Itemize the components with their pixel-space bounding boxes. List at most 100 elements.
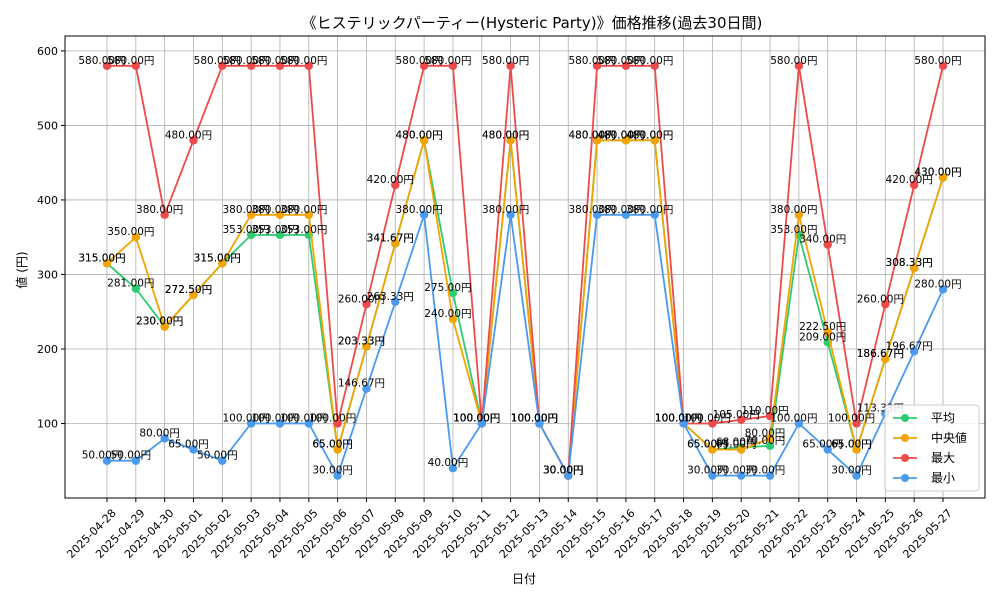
data-label: 65.00円: [831, 439, 872, 451]
data-point: [737, 471, 746, 480]
y-tick-label: 100: [37, 417, 58, 430]
data-label: 100.00円: [453, 412, 500, 424]
y-tick-label: 200: [37, 343, 58, 356]
legend-item: 中央値: [893, 430, 967, 445]
data-point: [102, 61, 112, 71]
data-label: 281.00円: [107, 278, 154, 290]
data-label: 30.00円: [543, 465, 584, 477]
legend-swatch-marker: [901, 414, 909, 422]
series-line: [106, 139, 944, 479]
data-point: [160, 322, 169, 331]
data-point: [391, 239, 400, 248]
data-point: [938, 285, 948, 294]
data-label: 272.50円: [165, 284, 212, 296]
data-label: 380.00円: [597, 204, 644, 216]
y-tick-label: 400: [37, 194, 58, 207]
series-2: [102, 61, 948, 480]
data-label: 580.00円: [107, 55, 154, 67]
data-label: 110.00円: [741, 405, 788, 417]
data-point: [823, 328, 832, 337]
data-point: [881, 300, 890, 309]
data-point: [246, 419, 256, 428]
data-label: 100.00円: [511, 412, 558, 424]
data-label: 100.00円: [453, 412, 500, 424]
data-label: 480.00円: [626, 129, 673, 141]
legend-label: 平均: [931, 411, 955, 425]
data-point: [131, 456, 141, 465]
data-label: 580.00円: [914, 55, 961, 67]
data-label: 146.67円: [338, 378, 385, 390]
data-label: 40.00円: [428, 457, 469, 469]
data-point: [881, 354, 890, 364]
data-label: 380.00円: [626, 204, 673, 216]
data-point: [160, 210, 169, 220]
data-label: 341.67円: [367, 232, 414, 244]
data-point: [304, 61, 313, 71]
plot-frame: [64, 35, 986, 499]
data-label: 209.00円: [799, 331, 846, 343]
data-label: 186.67円: [857, 348, 904, 360]
data-label: 65.00円: [312, 439, 353, 451]
data-label: 260.00円: [338, 293, 385, 305]
data-label: 240.00円: [424, 308, 471, 320]
data-label: 350.00円: [107, 226, 154, 238]
data-label: 580.00円: [251, 55, 298, 67]
data-point: [246, 230, 256, 240]
data-label: 308.33円: [886, 257, 933, 269]
data-label: 65.00円: [168, 439, 209, 451]
data-point: [737, 415, 746, 424]
data-point: [737, 445, 746, 454]
grid-lines: [65, 36, 985, 498]
data-point: [304, 210, 313, 220]
series-group: [102, 61, 948, 480]
series-line: [107, 213, 944, 479]
x-axis-label: 日付: [512, 572, 536, 586]
data-label: 100.00円: [223, 412, 270, 424]
data-label: 105.00円: [713, 409, 760, 421]
data-label: 263.33円: [367, 291, 414, 303]
data-point: [564, 471, 573, 480]
data-label: 580.00円: [194, 55, 241, 67]
legend-label: 最小: [931, 471, 955, 485]
series-1: [102, 136, 948, 480]
data-label: 50.00円: [197, 450, 238, 462]
data-label: 430.00円: [914, 167, 961, 179]
data-point: [160, 434, 169, 443]
data-label: 308.33円: [886, 257, 933, 269]
data-label: 100.00円: [511, 412, 558, 424]
data-label: 65.00円: [687, 439, 728, 451]
data-label: 580.00円: [626, 55, 673, 67]
data-label: 30.00円: [543, 465, 584, 477]
data-label: 100.00円: [770, 412, 817, 424]
y-tick-label: 300: [37, 268, 58, 281]
data-point: [506, 61, 515, 71]
legend-item: 最小: [893, 471, 955, 485]
y-tick-label: 500: [37, 119, 58, 132]
data-point: [765, 441, 775, 451]
data-label: 353.00円: [770, 224, 817, 236]
data-label: 480.00円: [568, 129, 615, 141]
data-label: 580.00円: [770, 55, 817, 67]
data-point: [621, 136, 631, 145]
data-label: 30.00円: [543, 465, 584, 477]
data-point: [679, 419, 688, 428]
data-label: 65.00円: [716, 439, 757, 451]
data-label: 480.00円: [482, 129, 529, 141]
data-label: 272.50円: [165, 284, 212, 296]
data-point: [535, 419, 544, 428]
data-label: 100.00円: [828, 412, 875, 424]
data-point: [708, 445, 717, 454]
data-label: 315.00円: [78, 252, 125, 264]
data-label: 353.00円: [223, 224, 270, 236]
data-point: [419, 61, 429, 71]
data-label: 100.00円: [655, 412, 702, 424]
data-point: [477, 419, 486, 428]
data-point: [650, 136, 659, 145]
data-point: [506, 210, 515, 220]
data-point: [218, 61, 227, 71]
data-label: 480.00円: [482, 129, 529, 141]
data-label: 30.00円: [687, 465, 728, 477]
series-0: [102, 136, 948, 480]
data-label: 275.00円: [424, 282, 471, 294]
